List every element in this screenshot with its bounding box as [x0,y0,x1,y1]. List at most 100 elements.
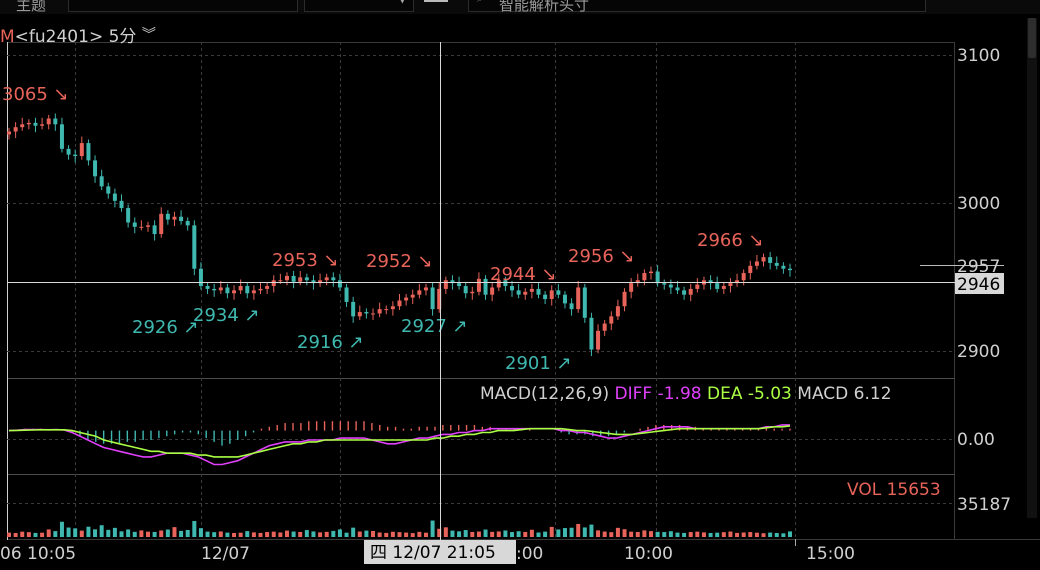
smart-search-input[interactable]: ⌕ 智能解析头寸 [468,0,926,14]
candle-body [390,306,395,310]
volume-bar [278,532,283,537]
candle-body [185,221,190,226]
volume-bar [695,531,700,537]
candle-body [496,280,501,288]
volume-bar [615,527,620,537]
candle-body [615,306,620,317]
volume-bar [318,532,323,537]
candle-body [589,317,594,350]
volume-bar [490,531,495,537]
candle-body [675,287,680,291]
candle-body [642,273,647,281]
search-icon: ⌕ [477,0,483,6]
candle-body [754,261,759,266]
candle-body [741,273,746,281]
scrollbar-thumb[interactable] [1028,18,1036,58]
volume-bar [662,532,667,537]
vertical-scrollbar[interactable] [1027,18,1037,518]
period-dropdown[interactable]: ▼ [304,0,414,12]
candle-body [357,312,362,317]
candle-body [73,154,78,157]
price-annotation: 2916 ↗ [297,332,364,353]
volume-bar [40,532,45,537]
volume-bar [715,532,720,537]
double-chevron-down-icon[interactable]: ︾ [141,27,156,43]
volume-bar [721,532,726,537]
macd-params[interactable]: MACD(12,26,9) [480,384,610,404]
candle-body [748,265,753,274]
volume-bar [179,530,184,537]
volume-bar [238,532,243,537]
macd-dea-line [8,425,791,458]
menu-icon[interactable] [424,0,448,5]
volume-bar [476,531,481,537]
volume-bar [351,527,356,537]
candle-body [483,278,488,295]
candle-body [59,124,64,149]
volume-bar [390,531,395,537]
symbol-dropdown[interactable] [68,0,298,12]
volume-bar [284,530,289,537]
volume-bar [344,532,349,537]
candle-body [761,257,766,262]
candle-body [258,288,263,291]
volume-bar [357,531,362,537]
volume-bar [331,530,336,537]
price-annotation: 2944 ↘ [490,264,557,285]
candle-body [562,294,567,304]
volume-bar [529,529,534,537]
volume-bar [576,523,581,537]
symbol-label[interactable]: <fu2401> [14,27,104,47]
candle-body [318,280,323,284]
volume-bar [602,531,607,537]
candle-body [582,287,587,318]
period-label[interactable]: 5分 [108,27,137,47]
candle-body [655,271,660,284]
volume-bar [510,532,515,537]
candle-body [549,290,554,300]
last-price-label: 2957 [957,257,1000,277]
volume-bar [251,532,256,537]
candle-body [470,291,475,294]
candle-body [688,288,693,295]
volume-bar [271,531,276,537]
candle-body [198,268,203,287]
volume-bar [404,532,409,537]
candle-body [437,288,442,310]
price-annotation: 2953 ↘ [272,250,339,271]
volume-bar [437,528,442,537]
candle-body [53,118,58,125]
volume-bar [86,526,91,537]
candle-body [417,290,422,295]
volume-bar [655,531,660,537]
candle-body [331,277,336,281]
volume-bar [132,531,137,537]
price-annotation: 2966 ↘ [697,230,764,251]
candle-body [635,280,640,284]
volume-bar [20,531,25,537]
candle-body [245,286,250,294]
volume-bar [688,532,693,537]
volume-bar [649,531,654,537]
volume-bar [311,531,316,537]
candle-body [490,287,495,295]
candle-body [265,286,270,289]
candle-body [212,288,217,291]
candle-body [404,297,409,301]
dea-value: -5.03 [747,384,792,404]
time-label: 06 10:05 [0,544,76,564]
volume-bar [225,532,230,537]
volume-bar [66,527,71,537]
candle-body [774,262,779,266]
volume-bar [596,530,601,537]
candle-body [271,280,276,287]
vol-header: VOL 15653 [847,480,941,500]
chart-mode[interactable]: M [0,27,15,47]
vol-value[interactable]: VOL 15653 [847,480,941,500]
volume-bar [79,530,84,537]
volume-bar [735,532,740,537]
candle-body [788,268,792,271]
volume-bar [397,532,402,537]
candle-body [99,176,104,187]
